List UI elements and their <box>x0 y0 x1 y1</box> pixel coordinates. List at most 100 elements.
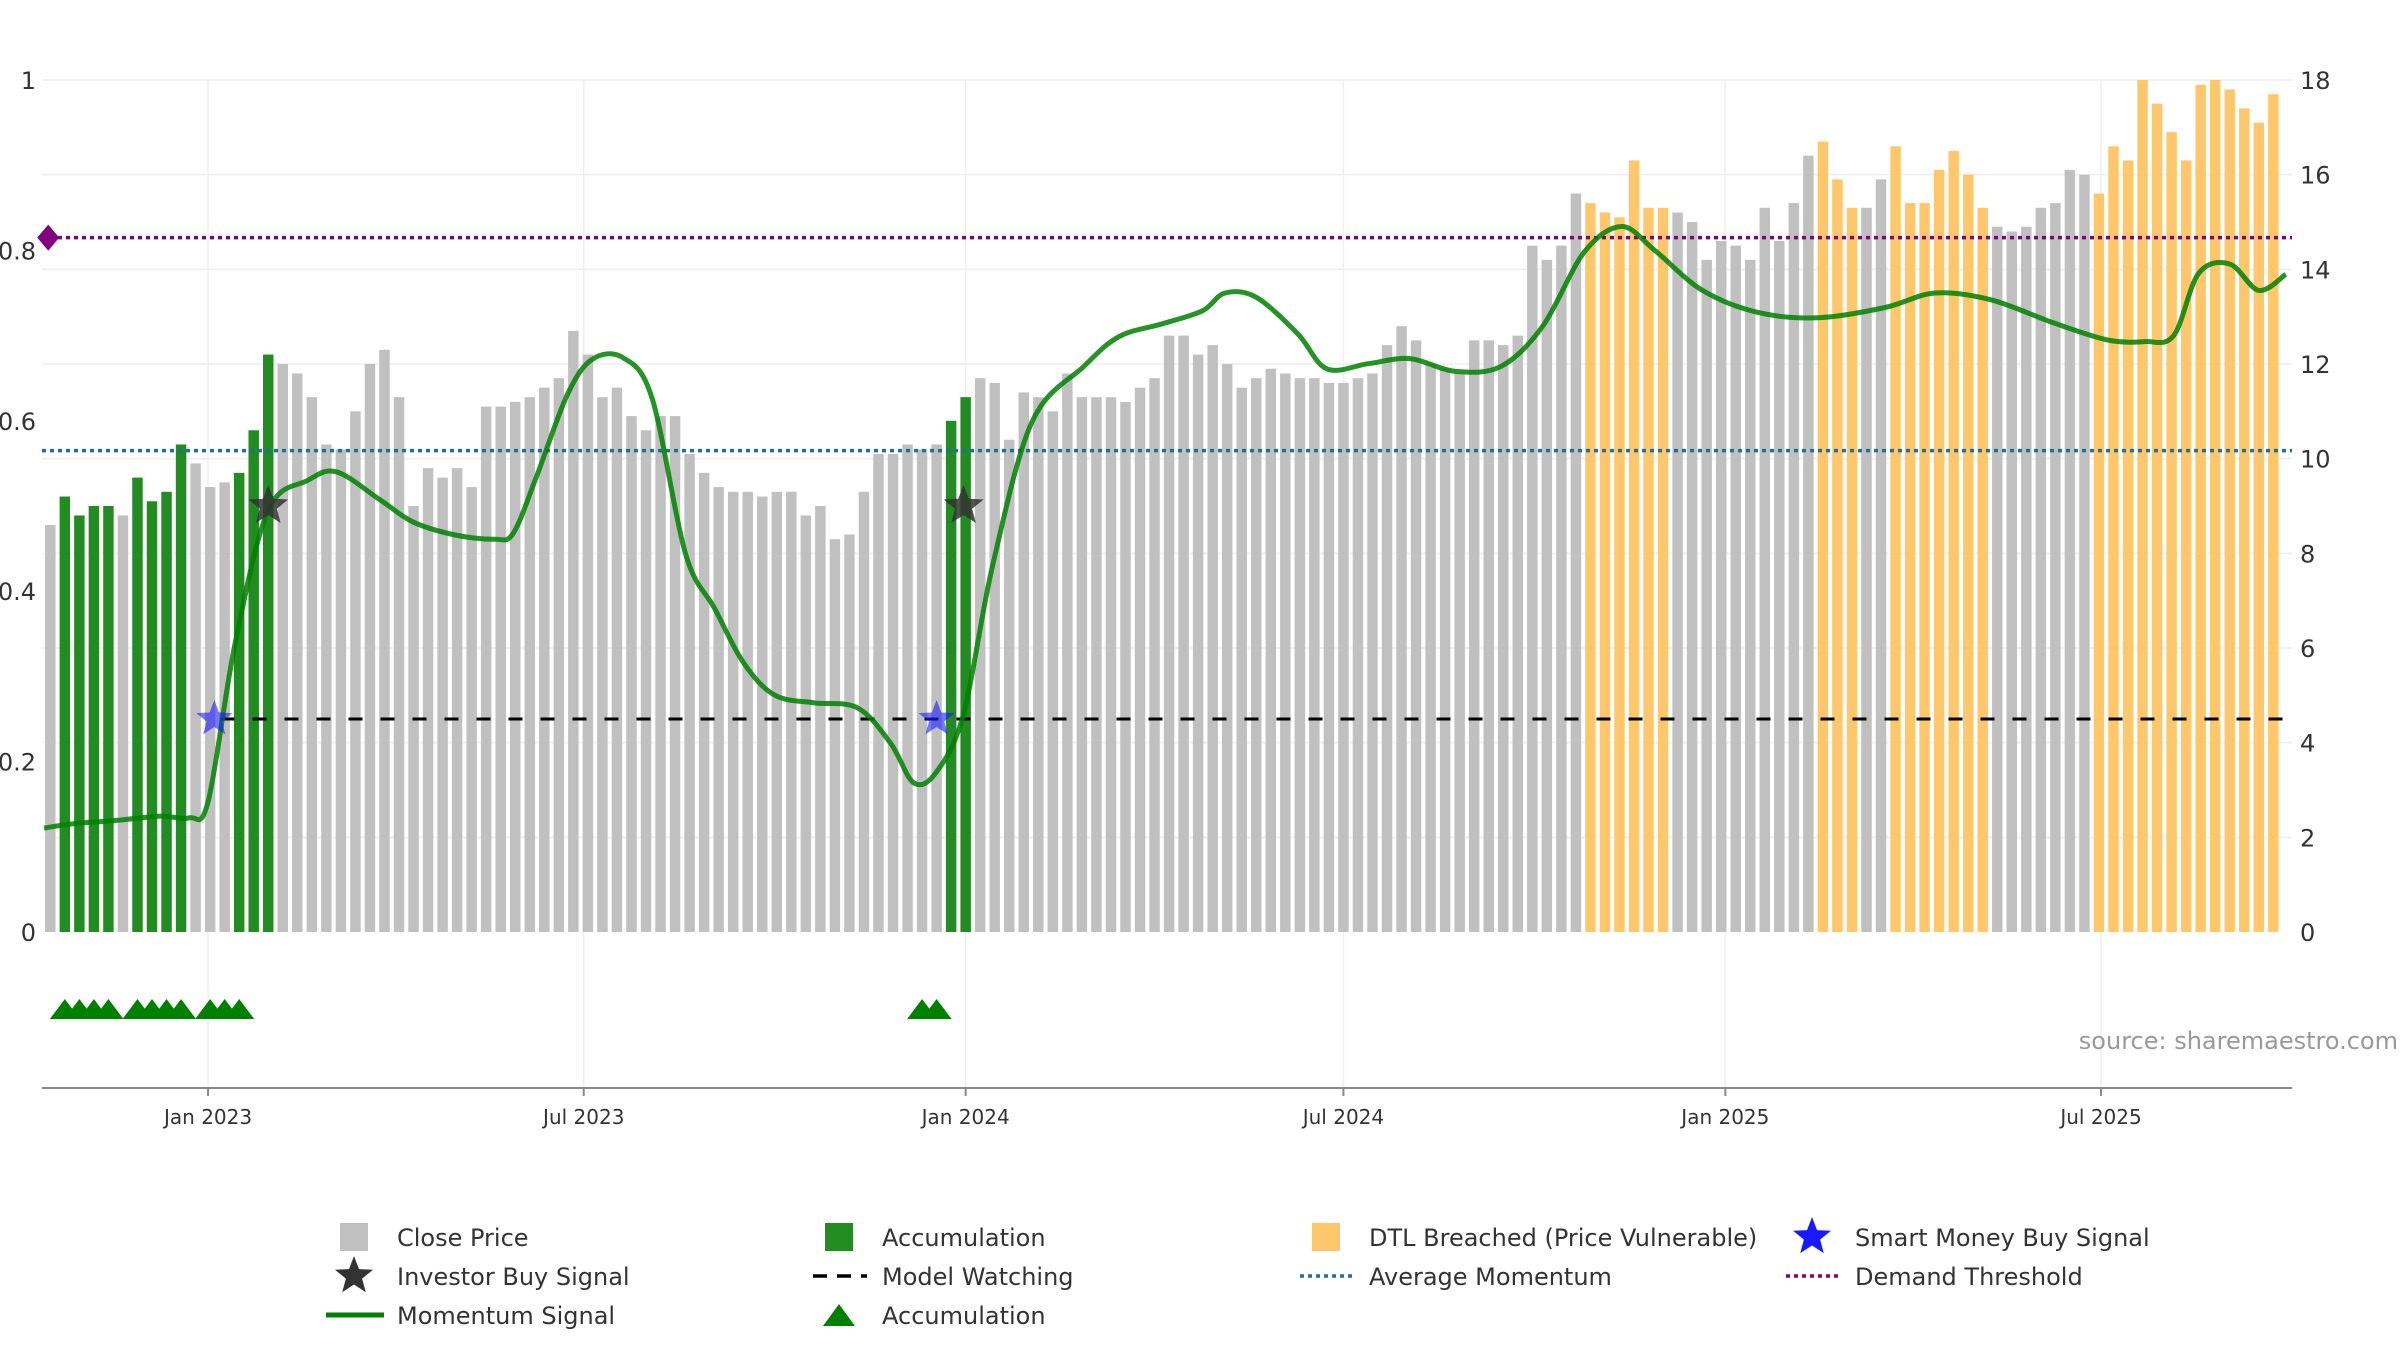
price-bar <box>655 416 666 933</box>
price-bar <box>510 401 521 932</box>
price-bar <box>1309 378 1320 932</box>
price-bar <box>1163 335 1175 933</box>
price-bar <box>742 491 753 932</box>
price-bar <box>1817 141 1829 933</box>
price-bar <box>1221 364 1233 932</box>
price-bar <box>1890 146 1901 932</box>
price-bar <box>1919 203 1930 933</box>
price-bar <box>873 453 884 932</box>
price-bar <box>626 416 637 933</box>
right-tick-label: 12 <box>2300 351 2331 379</box>
price-bar <box>1541 259 1553 932</box>
price-bar <box>1512 335 1524 933</box>
price-bar <box>248 430 259 932</box>
price-bar <box>1527 245 1538 932</box>
accumulation-triangle-icon <box>93 999 124 1019</box>
x-tick-label: Jul 2025 <box>2058 1105 2141 1129</box>
price-bar <box>1367 373 1378 932</box>
price-bar <box>757 496 768 932</box>
price-bar <box>539 387 550 933</box>
x-tick-label: Jan 2025 <box>1679 1105 1769 1129</box>
price-bar <box>88 506 100 932</box>
price-bar <box>1047 411 1059 932</box>
right-tick-label: 4 <box>2300 730 2315 758</box>
price-bar <box>364 364 376 932</box>
price-bar <box>844 534 855 932</box>
price-bar <box>2268 94 2279 932</box>
price-bar <box>1599 212 1611 933</box>
source-label: source: sharemaestro.com <box>2079 1027 2398 1055</box>
price-bar <box>2021 226 2032 932</box>
x-tick-label: Jul 2023 <box>541 1105 624 1129</box>
price-bar <box>59 496 71 932</box>
price-bar <box>582 354 594 932</box>
legend-label: Close Price <box>397 1224 529 1252</box>
legend-label: DTL Breached (Price Vulnerable) <box>1369 1224 1757 1252</box>
price-bar <box>1701 259 1712 932</box>
price-bar <box>1236 387 1247 933</box>
price-bar <box>2006 231 2018 932</box>
price-bar <box>1454 373 1465 932</box>
price-bar <box>1207 345 1218 933</box>
x-tick-label: Jan 2023 <box>162 1105 252 1129</box>
legend-label: Model Watching <box>882 1263 1074 1291</box>
price-bar <box>1498 345 1509 933</box>
price-bar <box>1774 240 1785 932</box>
legend-label: Average Momentum <box>1369 1263 1612 1291</box>
legend-label: Smart Money Buy Signal <box>1855 1224 2150 1252</box>
price-bar <box>1628 160 1640 932</box>
legend-star-icon <box>1793 1217 1831 1254</box>
price-bar <box>233 472 245 932</box>
price-bar <box>350 411 361 932</box>
left-tick-label: 0.8 <box>0 237 36 265</box>
price-bar <box>1410 340 1422 932</box>
legend-square-icon <box>825 1223 853 1251</box>
price-bar <box>786 491 797 932</box>
price-bar <box>2224 89 2235 932</box>
price-bar <box>2195 84 2206 932</box>
legend-label: Momentum Signal <box>397 1302 615 1330</box>
price-bar <box>887 453 899 932</box>
price-bar <box>2079 174 2090 932</box>
price-bar <box>146 501 158 932</box>
price-bar <box>422 468 434 932</box>
right-tick-label: 6 <box>2300 635 2315 663</box>
price-bar <box>2151 103 2163 932</box>
price-bar <box>1425 364 1436 932</box>
right-tick-label: 8 <box>2300 540 2315 568</box>
price-bar <box>829 539 841 932</box>
right-tick-label: 0 <box>2300 919 2315 947</box>
x-tick-label: Jul 2024 <box>1301 1105 1384 1129</box>
price-bar <box>1091 397 1102 933</box>
x-tick-label: Jan 2024 <box>920 1105 1010 1129</box>
price-bar <box>117 515 129 932</box>
investor-star-icon <box>943 485 984 523</box>
legend-triangle-icon <box>823 1304 855 1326</box>
price-bar <box>2239 108 2250 932</box>
price-bar <box>1381 345 1393 933</box>
price-bar <box>1280 373 1291 932</box>
price-bar <box>524 397 536 933</box>
signal-markers <box>37 224 984 735</box>
price-bar <box>292 373 303 932</box>
price-bar <box>277 364 289 932</box>
accumulation-triangle-icon <box>166 999 197 1019</box>
price-bar <box>1788 203 1800 933</box>
price-bar <box>161 491 172 932</box>
legend-label: Demand Threshold <box>1855 1263 2083 1291</box>
price-bar <box>902 444 913 932</box>
price-bar <box>321 444 332 932</box>
price-bar <box>974 378 986 932</box>
price-bar <box>568 330 579 932</box>
price-bar <box>597 397 608 933</box>
price-bar <box>1004 439 1015 932</box>
price-bar <box>771 491 783 932</box>
momentum-signal-line <box>43 223 2288 831</box>
price-bar <box>2064 169 2076 932</box>
price-bar <box>466 487 477 932</box>
smart-money-star-icon <box>918 700 955 735</box>
price-bar <box>1352 378 1364 932</box>
price-bar <box>1062 373 1073 932</box>
